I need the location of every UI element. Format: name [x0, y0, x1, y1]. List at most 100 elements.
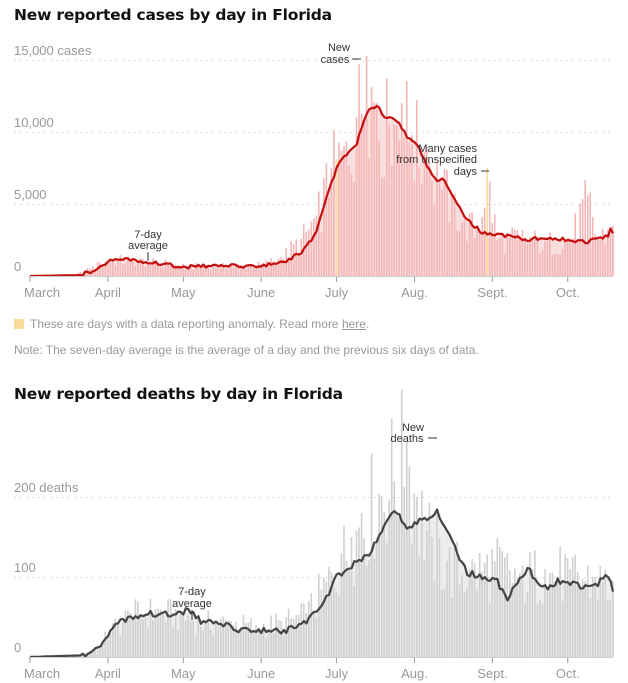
daily-bar — [561, 601, 564, 657]
daily-bar — [551, 254, 554, 276]
daily-bar — [516, 577, 519, 657]
avg-area — [320, 605, 323, 657]
daily-bar — [607, 229, 609, 276]
daily-bar — [428, 502, 431, 657]
daily-bar — [448, 547, 451, 657]
avg-area — [312, 615, 316, 657]
avg-area — [458, 558, 461, 657]
daily-bar — [204, 621, 207, 657]
daily-bar — [451, 597, 453, 657]
daily-bar — [305, 231, 308, 276]
anno-avg-line2: average — [128, 240, 168, 252]
avg-area — [591, 586, 595, 657]
x-tick-label: Oct. — [556, 285, 580, 300]
avg-area — [161, 615, 165, 657]
avg-area — [244, 629, 248, 657]
daily-bar — [418, 167, 421, 276]
daily-bar — [554, 252, 556, 276]
avg-area — [156, 615, 160, 657]
daily-bar — [49, 656, 51, 657]
avg-area — [81, 654, 85, 657]
daily-bar — [270, 258, 272, 276]
daily-bar — [443, 168, 446, 276]
anno-anomaly-line2: from unspecified — [396, 154, 477, 166]
daily-bar — [109, 260, 112, 276]
avg-area — [415, 522, 419, 657]
avg-area — [596, 583, 600, 657]
avg-area — [581, 587, 585, 657]
avg-area — [247, 629, 250, 657]
daily-bar — [534, 550, 536, 657]
avg-area — [285, 630, 288, 657]
read-more-link[interactable]: here — [341, 317, 366, 331]
daily-bar — [189, 265, 192, 276]
x-tick-label: March — [24, 666, 60, 681]
avg-area — [574, 584, 577, 657]
daily-bar — [71, 655, 74, 657]
avg-area — [53, 656, 57, 657]
avg-area — [450, 541, 454, 657]
daily-bar — [257, 628, 260, 657]
avg-area — [237, 629, 240, 657]
daily-bar — [604, 569, 607, 657]
avg-area — [325, 597, 328, 657]
daily-bar — [282, 258, 285, 276]
daily-bar — [363, 538, 365, 657]
daily-bar — [225, 268, 227, 276]
daily-bar — [443, 588, 446, 657]
daily-bar — [215, 267, 217, 276]
daily-bar — [235, 265, 237, 276]
daily-bar — [506, 232, 509, 276]
x-tick-label: Aug. — [401, 285, 428, 300]
daily-bar — [468, 569, 471, 657]
avg-area — [214, 623, 218, 657]
daily-bar — [388, 124, 391, 276]
daily-bar — [599, 565, 602, 657]
daily-bar — [488, 603, 491, 657]
daily-bar — [152, 258, 154, 276]
daily-bar — [358, 64, 360, 276]
daily-bar — [428, 161, 431, 276]
avg-area — [553, 582, 557, 657]
avg-area — [378, 536, 381, 657]
x-tick-label: July — [325, 666, 349, 681]
daily-bar — [182, 616, 184, 657]
daily-bar — [179, 613, 182, 657]
avg-area — [360, 559, 363, 657]
daily-bar — [576, 572, 579, 657]
daily-bar — [340, 553, 343, 657]
avg-area — [307, 619, 311, 657]
avg-area — [370, 549, 374, 657]
daily-bar — [431, 537, 433, 657]
daily-bar — [421, 183, 423, 276]
daily-bar — [247, 622, 250, 657]
avg-area — [199, 621, 203, 657]
daily-bar — [423, 152, 426, 276]
avg-area — [594, 584, 597, 657]
avg-area — [563, 581, 567, 657]
daily-bar — [524, 603, 526, 657]
avg-area — [367, 553, 371, 657]
daily-bar — [318, 573, 320, 657]
daily-bar — [426, 146, 428, 276]
avg-area — [503, 596, 507, 657]
avg-area — [109, 633, 112, 657]
daily-bar — [519, 235, 521, 276]
avg-area — [463, 568, 466, 657]
avg-area — [46, 656, 49, 657]
daily-bar — [559, 546, 561, 657]
daily-bar — [74, 655, 76, 657]
daily-bar — [471, 559, 473, 657]
daily-bar — [310, 593, 313, 657]
daily-bar — [488, 181, 491, 276]
avg-area — [292, 627, 296, 657]
daily-bar — [380, 496, 383, 657]
daily-bar — [240, 631, 242, 657]
daily-bar — [491, 223, 494, 276]
avg-area — [385, 521, 389, 657]
daily-bar — [137, 601, 139, 657]
avg-area — [89, 651, 92, 657]
daily-bar — [167, 599, 169, 657]
daily-bar — [541, 604, 544, 657]
daily-bar — [400, 103, 403, 276]
